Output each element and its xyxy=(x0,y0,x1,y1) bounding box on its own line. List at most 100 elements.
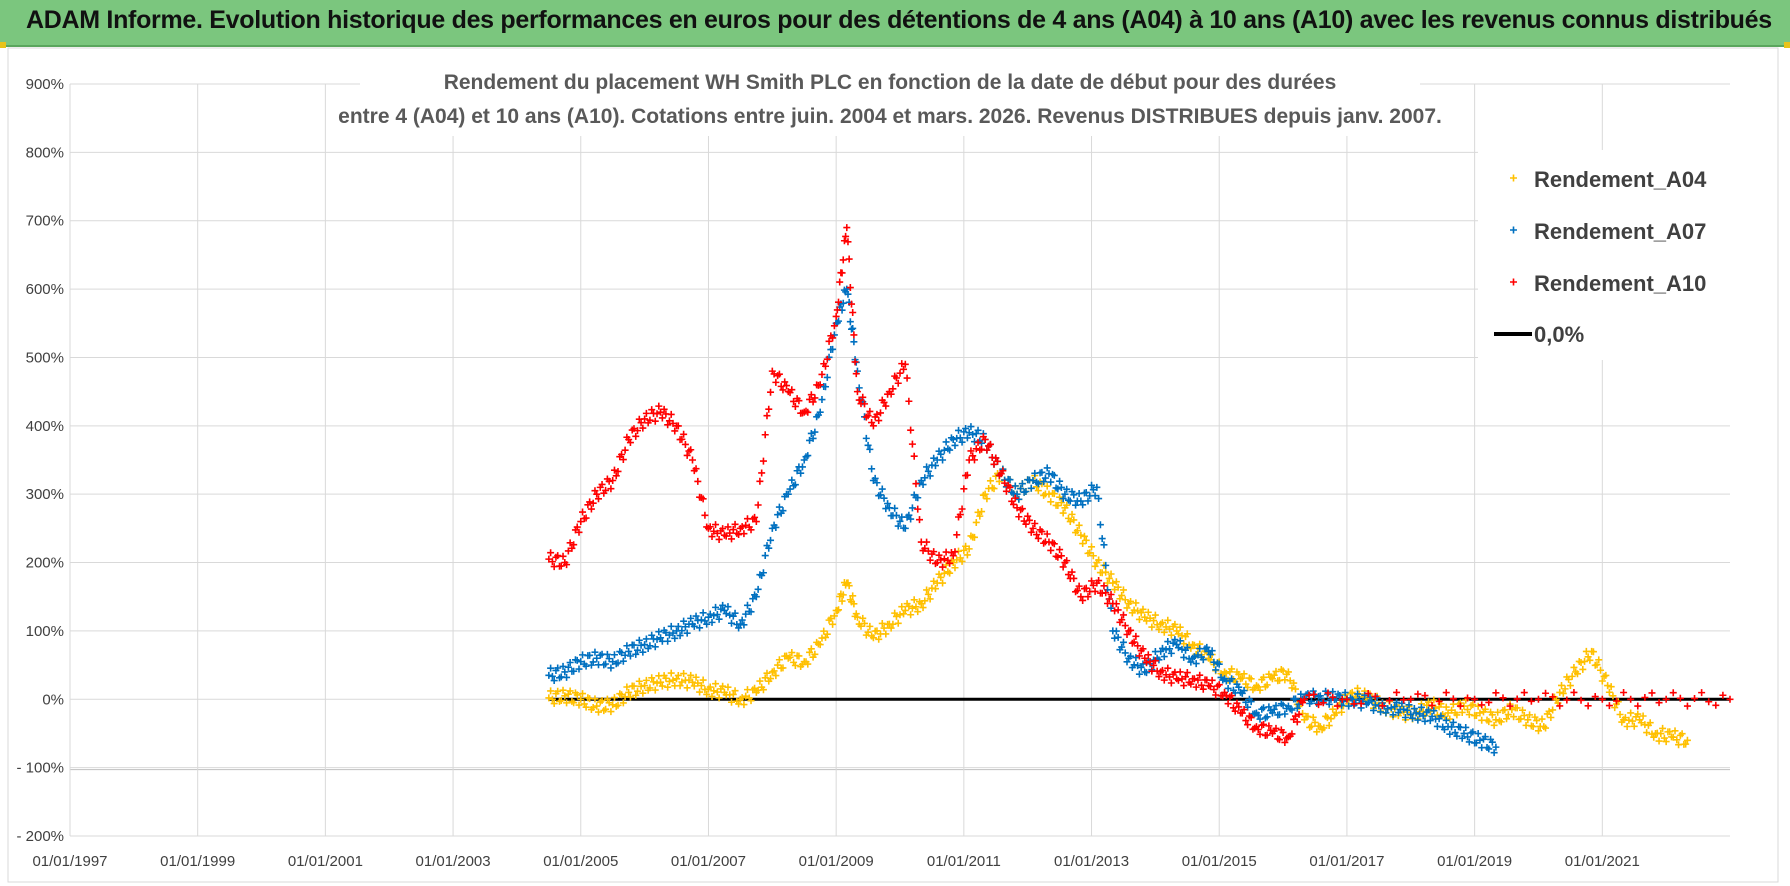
data-point xyxy=(1659,724,1667,732)
data-point xyxy=(1174,644,1182,652)
data-point xyxy=(850,331,858,339)
data-point xyxy=(901,360,909,368)
data-point xyxy=(1300,695,1308,703)
data-point xyxy=(1698,689,1706,697)
y-tick-label: 0% xyxy=(42,691,64,708)
data-point xyxy=(1293,718,1301,726)
data-point xyxy=(1613,697,1620,705)
data-point xyxy=(1190,653,1198,661)
data-point xyxy=(825,337,833,345)
data-point xyxy=(1485,698,1493,706)
data-point xyxy=(779,664,787,672)
data-point xyxy=(683,451,691,459)
data-point xyxy=(1088,543,1096,551)
data-point xyxy=(694,477,702,485)
data-point xyxy=(1320,724,1328,732)
data-point xyxy=(859,614,867,622)
data-point xyxy=(713,611,721,619)
data-point xyxy=(1196,671,1204,679)
data-point xyxy=(1299,710,1307,718)
data-point xyxy=(1198,681,1205,689)
data-point xyxy=(1174,630,1182,638)
data-point xyxy=(1290,679,1298,687)
data-point xyxy=(1597,666,1605,674)
data-point xyxy=(612,472,620,480)
data-point xyxy=(1240,687,1248,695)
data-point xyxy=(1364,689,1372,697)
data-point xyxy=(1176,637,1184,645)
data-point xyxy=(607,485,615,493)
data-point xyxy=(1068,568,1076,576)
data-point xyxy=(1469,728,1477,736)
x-tick-label: 01/01/2015 xyxy=(1182,853,1257,870)
data-point xyxy=(1208,647,1216,655)
data-point xyxy=(687,446,695,454)
data-point xyxy=(579,690,587,698)
data-point xyxy=(1442,703,1450,711)
data-point xyxy=(728,535,736,543)
data-point xyxy=(706,610,714,618)
data-point xyxy=(907,515,915,523)
banner-title: ADAM Informe. Evolution historique des p… xyxy=(26,6,1772,34)
data-point xyxy=(579,508,587,516)
data-point xyxy=(648,406,656,414)
data-point xyxy=(1141,613,1149,621)
legend-swatch xyxy=(1510,174,1517,182)
data-point xyxy=(1119,638,1127,646)
data-point xyxy=(1160,628,1168,636)
data-point xyxy=(1088,481,1096,489)
data-point xyxy=(710,687,718,695)
data-point xyxy=(963,434,971,442)
data-point xyxy=(1158,644,1166,652)
data-point xyxy=(639,424,647,432)
data-point xyxy=(829,620,837,628)
data-point xyxy=(595,495,603,503)
data-point xyxy=(593,702,601,710)
data-point xyxy=(853,388,861,396)
data-point xyxy=(570,699,578,707)
data-point xyxy=(1187,658,1195,666)
data-point xyxy=(949,552,957,560)
data-point xyxy=(680,617,688,625)
data-point xyxy=(1208,676,1216,684)
data-point xyxy=(1705,698,1713,706)
data-point xyxy=(602,705,610,713)
data-point xyxy=(586,651,594,659)
data-point xyxy=(1034,480,1042,488)
data-point xyxy=(566,658,574,666)
data-point xyxy=(908,604,916,612)
data-point xyxy=(873,479,881,487)
data-point xyxy=(1268,709,1276,717)
data-point xyxy=(791,402,799,410)
data-point xyxy=(559,686,567,694)
data-point xyxy=(1182,673,1190,681)
data-point xyxy=(775,656,783,664)
data-point xyxy=(1187,644,1195,652)
data-point xyxy=(1464,694,1472,702)
data-point xyxy=(951,441,959,449)
data-point xyxy=(1472,711,1480,719)
data-point xyxy=(898,603,906,611)
data-point xyxy=(869,634,877,642)
data-point xyxy=(884,500,892,508)
data-point xyxy=(573,523,581,531)
data-point xyxy=(901,606,909,614)
data-point xyxy=(1579,665,1587,673)
data-point xyxy=(1054,485,1062,493)
data-point xyxy=(1111,607,1119,615)
data-point xyxy=(1286,677,1294,685)
data-point xyxy=(587,505,595,513)
data-point xyxy=(1279,667,1287,675)
data-point xyxy=(1169,639,1177,647)
data-point xyxy=(914,494,922,502)
data-point xyxy=(642,676,650,684)
data-point xyxy=(914,608,922,616)
data-point xyxy=(1646,719,1654,727)
data-point xyxy=(674,422,682,430)
data-point xyxy=(791,661,799,669)
data-point xyxy=(1088,577,1096,585)
data-point xyxy=(1100,582,1108,590)
data-point xyxy=(839,299,847,307)
data-point xyxy=(719,682,727,690)
data-point xyxy=(1130,638,1138,646)
